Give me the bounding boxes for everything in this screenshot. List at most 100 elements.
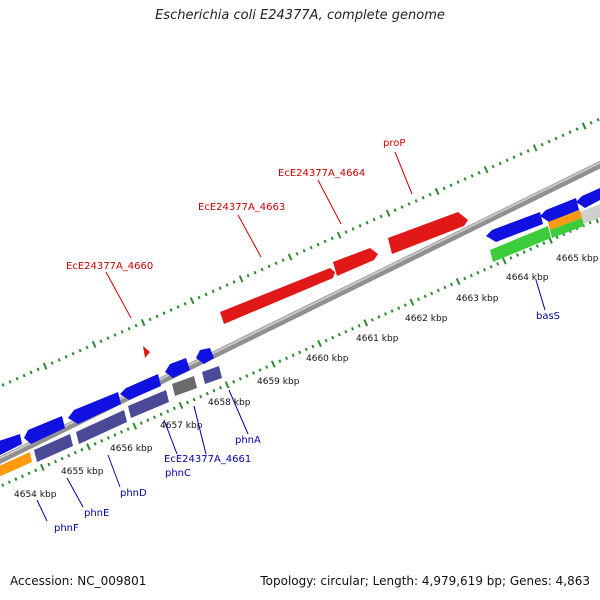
ruler-dot [155,314,159,319]
ruler-dot [71,351,75,356]
label-leader-line [237,214,262,258]
ruler-dot [304,347,308,352]
tick-label: 4658 kbp [208,398,251,408]
ruler-dot [113,433,117,437]
cds-blue-5[interactable] [165,358,190,378]
ruler-dot [489,265,493,269]
ruler-dot [526,149,530,153]
ruler-dot [166,409,170,414]
forward-gene-label[interactable]: EcE24377A_4664 [278,168,365,179]
ruler-dot [232,280,236,284]
ruler-dot [379,214,383,219]
ruler-dot [421,195,425,200]
ruler-dot [423,294,427,299]
ruler-dot [183,302,187,306]
tick-label: 4665 kbp [556,254,599,264]
cds-green-2[interactable] [550,218,584,238]
ruler-dot [204,292,208,297]
ruler-dot [80,447,84,452]
ruler-dot [449,183,453,188]
cds-slate-phna[interactable] [202,366,222,384]
gene-arrow-prop[interactable] [388,212,468,254]
ruler-dot [323,239,327,244]
ruler-dot [278,359,282,363]
forward-gene-label[interactable]: EcE24377A_4663 [198,202,285,213]
ruler-dot [295,252,299,256]
cds-slate-ece24377a-4661[interactable] [128,390,169,418]
cds-blue-8[interactable] [540,198,579,222]
ruler-dot [172,406,176,411]
gene-arrow-small-red[interactable] [143,346,150,358]
reverse-gene-label[interactable]: basS [536,311,560,322]
gene-arrow-ece24377a-4663[interactable] [220,268,335,324]
ruler-dot [477,170,481,175]
ruler-dot [407,202,411,206]
ruler-dot [357,324,361,328]
ruler-dot [119,430,124,434]
ruler-dot [14,477,18,481]
ruler-dot [7,480,11,484]
ruler-dot [159,412,163,417]
ruler-dot [120,330,124,334]
ruler-dot [302,248,306,253]
ruler-dot [284,356,289,361]
ruler-dot [581,122,587,130]
ruler-dot [106,336,110,340]
cds-blue-3[interactable] [68,392,121,424]
ruler-dot [519,152,523,156]
tick-label: 4663 kbp [456,294,499,304]
ruler-dot [568,130,572,134]
ruler-dot [330,236,334,241]
ruler-dot [317,339,322,348]
label-leader-line [163,419,178,455]
ruler-dot [176,305,180,309]
accession-text: Accession: NC_009801 [10,574,147,588]
ruler-dot [483,166,489,174]
cds-orange-2[interactable] [548,210,582,230]
reverse-gene-label[interactable]: phnF [54,523,79,534]
forward-gene-label[interactable]: EcE24377A_4660 [66,261,153,272]
ruler-dot [291,353,295,358]
genome-title: Escherichia coli E24377A, complete genom… [155,8,445,23]
ruler-dot [416,297,421,302]
ruler-dot [127,326,131,331]
cds-blue-4[interactable] [120,374,161,400]
cds-green-bass[interactable] [490,226,551,262]
ruler-dot [409,298,415,306]
ruler-dot [491,164,495,169]
ruler-dot [197,295,201,300]
label-leader-line [228,389,249,435]
cds-blue-9[interactable] [576,188,600,208]
ruler-dot [22,373,26,378]
forward-gene-label[interactable]: proP [383,138,405,149]
ruler-dot [365,220,369,225]
cds-gray-phnc[interactable] [172,376,197,396]
cds-lightgray-1[interactable] [580,204,600,224]
reverse-gene-label[interactable]: EcE24377A_4661 [164,454,251,465]
ruler-dot [298,350,302,355]
ruler-dot [260,267,264,272]
forward-genes [143,212,468,358]
ruler-dot [311,344,315,349]
cds-blue-7[interactable] [486,212,543,242]
tick-label: 4660 kbp [306,354,349,364]
reverse-gene-label[interactable]: phnD [120,488,147,499]
cds-blue-1[interactable] [0,434,22,455]
cds-blue-6[interactable] [196,348,214,364]
label-leader-line [66,477,84,508]
cds-slate-phnd[interactable] [76,410,127,444]
ruler-dot [253,270,257,275]
gene-arrow-ece24377a-4664[interactable] [333,248,378,276]
ruler-dot [498,161,502,166]
ruler-dot [470,174,474,178]
cds-blue-2[interactable] [24,416,65,444]
ruler-dot [134,323,138,328]
reverse-gene-label[interactable]: phnC [165,468,191,479]
cds-orange-phnf[interactable] [0,452,32,480]
ruler-dot [192,397,196,402]
reverse-gene-label[interactable]: phnE [84,508,109,519]
tick-labels: 4654 kbp 4655 kbp 4656 kbp 4657 kbp 4658 kbp… [14,254,599,500]
cds-slate-phne[interactable] [34,434,73,462]
reverse-gene-label[interactable]: phnA [235,435,261,446]
ruler-dot [575,127,579,131]
